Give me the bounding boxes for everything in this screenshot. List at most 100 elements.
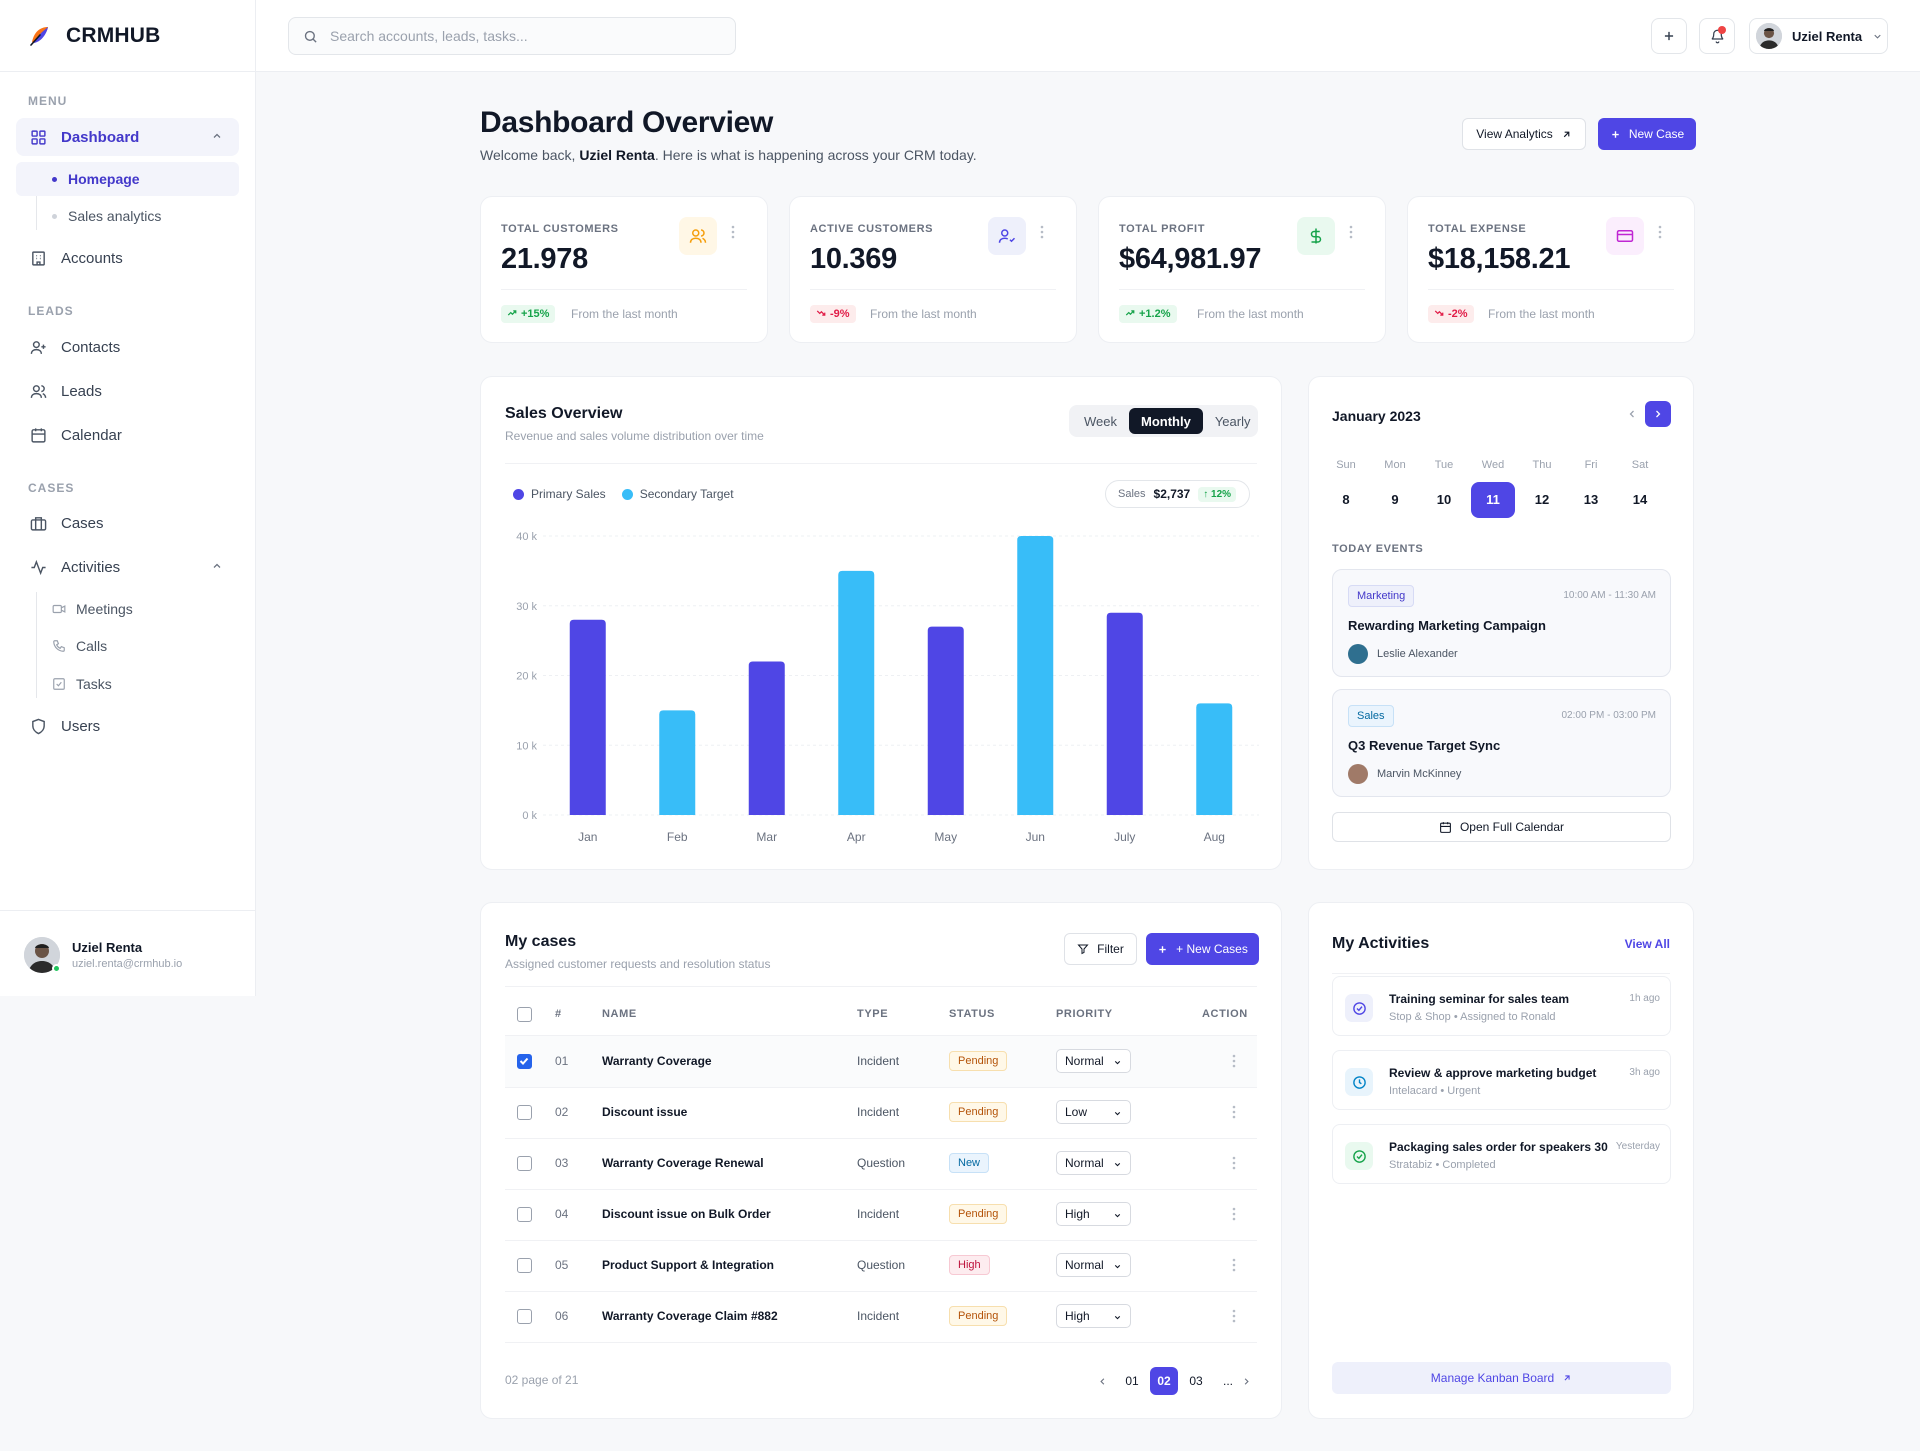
sidebar-item-meetings[interactable]: Meetings (16, 592, 239, 626)
welcome-name: Uziel Renta (579, 147, 655, 163)
stat-change-badge: +15% (501, 305, 556, 323)
row-checkbox[interactable] (517, 1258, 532, 1273)
more-vertical-icon[interactable] (1232, 1207, 1236, 1226)
sidebar-item-activities[interactable]: Activities (16, 548, 239, 586)
legend-primary-sales[interactable]: Primary Sales (513, 487, 606, 501)
filter-button[interactable]: Filter (1064, 933, 1137, 965)
bar-jun[interactable] (1017, 536, 1054, 815)
priority-select[interactable]: Normal (1056, 1049, 1131, 1073)
tab-yearly[interactable]: Yearly (1214, 413, 1251, 429)
stat-change-badge: -9% (810, 305, 856, 323)
sidebar-item-tasks[interactable]: Tasks (16, 667, 239, 701)
sidebar-item-calendar[interactable]: Calendar (16, 416, 239, 454)
more-vertical-icon[interactable] (1232, 1309, 1236, 1328)
bar-apr[interactable] (838, 570, 875, 815)
case-name[interactable]: Discount issue (602, 1105, 688, 1119)
row-checkbox[interactable] (517, 1207, 532, 1222)
case-name[interactable]: Product Support & Integration (602, 1258, 774, 1272)
more-vertical-icon[interactable] (1232, 1156, 1236, 1175)
sidebar-item-users[interactable]: Users (16, 707, 239, 745)
page-button[interactable]: ... (1222, 1374, 1233, 1388)
stat-foot: From the last month (1197, 307, 1304, 321)
new-cases-button[interactable]: + New Cases (1146, 933, 1259, 965)
more-vertical-icon[interactable] (1232, 1054, 1236, 1073)
calendar-date[interactable]: 14 (1632, 492, 1648, 507)
notifications-button[interactable] (1699, 18, 1735, 54)
tab-week[interactable]: Week (1084, 413, 1117, 429)
more-vertical-icon[interactable] (1232, 1258, 1236, 1277)
next-page-button[interactable] (1232, 1367, 1260, 1395)
calendar-date[interactable]: 13 (1583, 492, 1599, 507)
sidebar-item-sales-analytics[interactable]: Sales analytics (16, 199, 239, 233)
select-all-checkbox[interactable] (517, 1007, 532, 1022)
sidebar: CRMHUB MENU Dashboard Homepage Sales ana… (0, 0, 256, 996)
view-all-link[interactable]: View All (1624, 937, 1670, 951)
more-vertical-icon[interactable] (1349, 225, 1353, 244)
cases-subtitle: Assigned customer requests and resolutio… (505, 957, 771, 971)
case-name[interactable]: Warranty Coverage Renewal (602, 1156, 764, 1170)
legend-secondary-target[interactable]: Secondary Target (621, 487, 734, 501)
more-vertical-icon[interactable] (731, 225, 735, 244)
priority-select[interactable]: High (1056, 1202, 1131, 1226)
more-vertical-icon[interactable] (1658, 225, 1662, 244)
activity-item[interactable]: Review & approve marketing budget Intela… (1332, 1050, 1671, 1110)
priority-select[interactable]: Normal (1056, 1253, 1131, 1277)
case-name[interactable]: Warranty Coverage (602, 1054, 712, 1068)
calendar-date[interactable]: 12 (1534, 492, 1550, 507)
tab-monthly[interactable]: Monthly (1129, 408, 1203, 434)
more-vertical-icon[interactable] (1232, 1105, 1236, 1124)
stat-label: TOTAL EXPENSE (1428, 223, 1527, 235)
divider (505, 463, 1257, 464)
bar-mar[interactable] (748, 661, 785, 815)
sidebar-user[interactable]: Uziel Renta uziel.renta@crmhub.io (24, 937, 182, 973)
sidebar-item-dashboard[interactable]: Dashboard (16, 118, 239, 156)
activity-item[interactable]: Training seminar for sales team Stop & S… (1332, 976, 1671, 1036)
sidebar-item-contacts[interactable]: Contacts (16, 328, 239, 366)
row-checkbox[interactable] (517, 1156, 532, 1171)
prev-page-button[interactable] (1088, 1367, 1116, 1395)
bar-jan[interactable] (569, 619, 606, 815)
calendar-next-button[interactable] (1645, 401, 1671, 427)
add-button[interactable] (1651, 18, 1687, 54)
page-button[interactable]: 01 (1125, 1374, 1139, 1388)
bar-aug[interactable] (1196, 703, 1233, 815)
calendar-date[interactable]: 9 (1391, 492, 1399, 507)
event-card[interactable]: Sales 02:00 PM - 03:00 PM Q3 Revenue Tar… (1332, 689, 1671, 797)
bar-may[interactable] (927, 626, 964, 815)
column-header: PRIORITY (1056, 1008, 1113, 1020)
calendar-date[interactable]: 8 (1342, 492, 1350, 507)
sales-bar-chart: 0 k 10 k 20 k 30 k 40 k Jan Feb Mar Apr May Jun Jul… (516, 531, 1259, 844)
sidebar-item-homepage[interactable]: Homepage (16, 162, 239, 196)
search-input[interactable] (330, 28, 710, 44)
view-analytics-button[interactable]: View Analytics (1462, 118, 1586, 150)
more-vertical-icon[interactable] (1040, 225, 1044, 244)
activity-item[interactable]: Packaging sales order for speakers 30 St… (1332, 1124, 1671, 1184)
sidebar-item-accounts[interactable]: Accounts (16, 239, 239, 277)
row-checkbox[interactable] (517, 1309, 532, 1324)
sidebar-item-leads[interactable]: Leads (16, 372, 239, 410)
page-button[interactable]: 03 (1189, 1374, 1203, 1388)
new-case-button[interactable]: New Case (1598, 118, 1696, 150)
priority-select[interactable]: High (1056, 1304, 1131, 1328)
manage-kanban-button[interactable]: Manage Kanban Board (1332, 1362, 1671, 1394)
open-full-calendar-button[interactable]: Open Full Calendar (1332, 812, 1671, 842)
sidebar-item-cases[interactable]: Cases (16, 504, 239, 542)
calendar-date[interactable]: 11 (1471, 482, 1515, 518)
table-row[interactable] (505, 1036, 1257, 1087)
calendar-date[interactable]: 10 (1436, 492, 1452, 507)
user-menu[interactable]: Uziel Renta (1749, 18, 1888, 54)
search-box[interactable] (288, 17, 736, 55)
case-name[interactable]: Discount issue on Bulk Order (602, 1207, 771, 1221)
priority-select[interactable]: Normal (1056, 1151, 1131, 1175)
calendar-prev-button[interactable] (1619, 401, 1645, 427)
event-card[interactable]: Marketing 10:00 AM - 11:30 AM Rewarding … (1332, 569, 1671, 677)
priority-select[interactable]: Low (1056, 1100, 1131, 1124)
bar-feb[interactable] (659, 710, 696, 815)
bar-july[interactable] (1106, 612, 1143, 815)
page-button[interactable]: 02 (1150, 1367, 1178, 1395)
row-checkbox[interactable] (517, 1054, 532, 1069)
row-checkbox[interactable] (517, 1105, 532, 1120)
sidebar-item-calls[interactable]: Calls (16, 629, 239, 663)
brand[interactable]: CRMHUB (28, 24, 161, 48)
case-name[interactable]: Warranty Coverage Claim #882 (602, 1309, 778, 1323)
